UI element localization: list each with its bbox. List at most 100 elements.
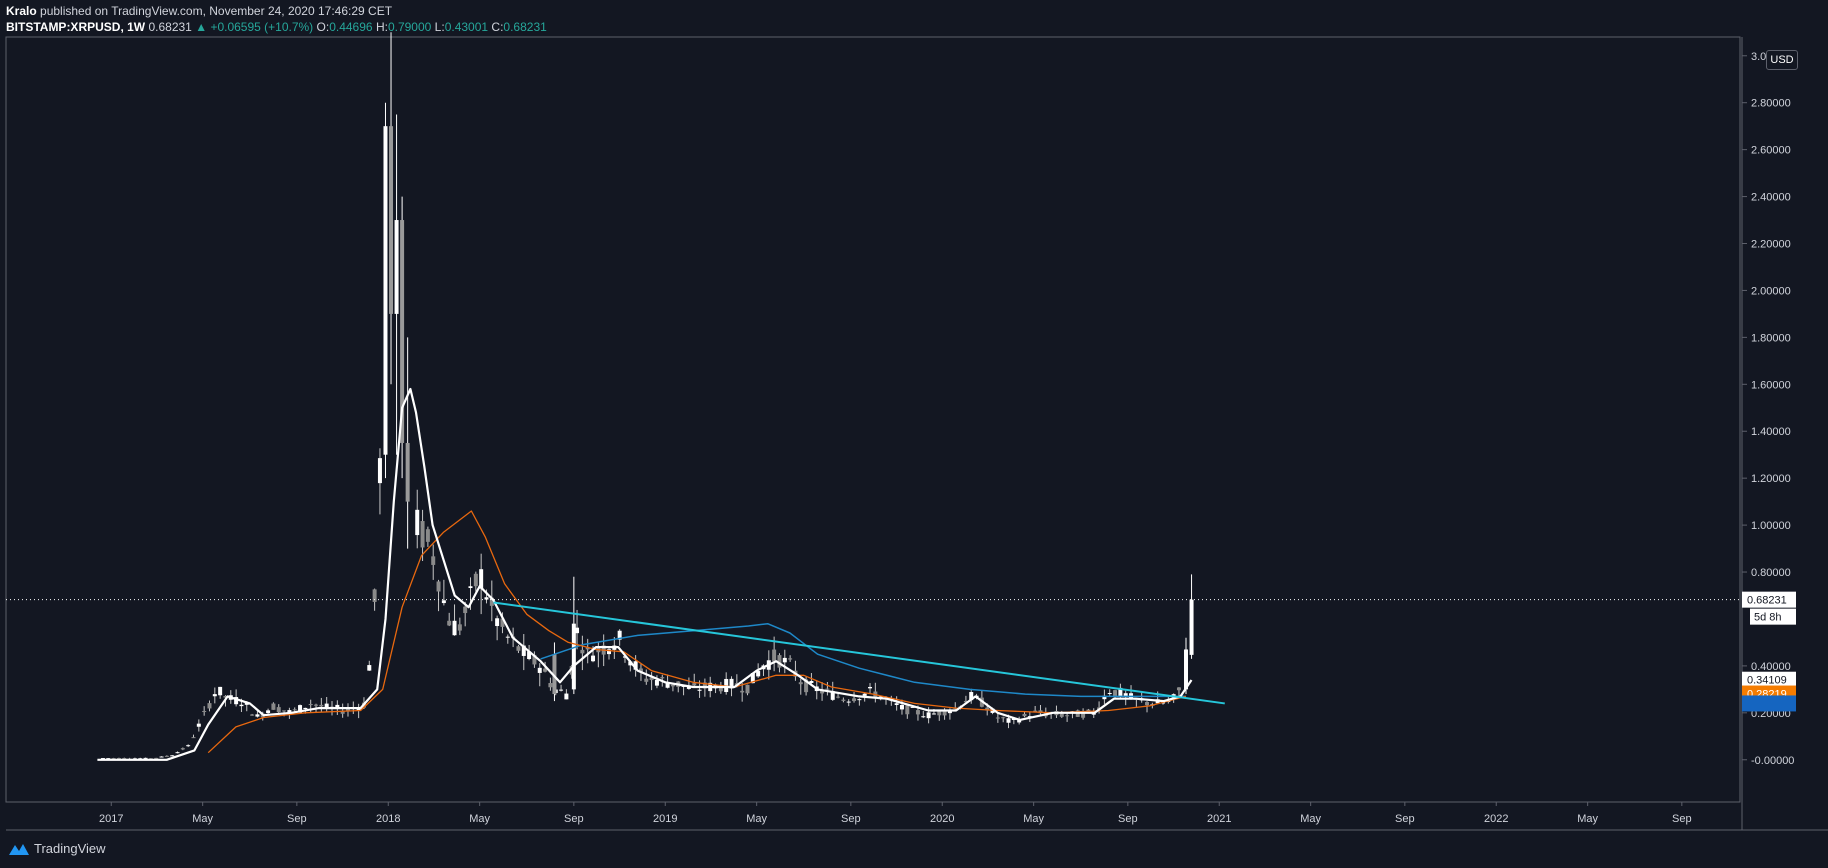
candle-body [340, 710, 345, 714]
candle-body [921, 716, 926, 718]
candle-body [383, 126, 388, 455]
candle-body [271, 703, 276, 710]
price-change: +0.06595 (+10.7%) [210, 20, 314, 34]
candle-body [303, 707, 308, 710]
y-tick-label: 1.40000 [1751, 426, 1791, 438]
x-tick-label: Sep [1672, 813, 1692, 825]
y-tick-label: 2.20000 [1751, 239, 1791, 251]
candle-body [457, 624, 462, 631]
candle-body [1102, 695, 1107, 700]
candle-body [804, 679, 809, 693]
candle-body [250, 714, 255, 716]
x-tick-label: 2022 [1484, 813, 1508, 825]
candle-body [777, 655, 782, 668]
price-label: 0.34109 [1747, 675, 1787, 687]
last-price-label: 0.68231 [1747, 595, 1787, 607]
publish-info: Kralo published on TradingView.com, Nove… [6, 4, 392, 18]
candle-body [212, 694, 217, 697]
y-tick-label: 0.80000 [1751, 567, 1791, 579]
y-tick-label: 3.0 [1751, 51, 1766, 63]
candle-body [100, 758, 105, 760]
candle-body [500, 618, 505, 627]
high-value: 0.79000 [387, 20, 432, 34]
candle-body [899, 705, 904, 710]
candle-body [324, 703, 329, 709]
candle-body [633, 661, 638, 670]
candle-body [575, 627, 580, 634]
candle-body [942, 709, 947, 716]
candle-body [239, 704, 244, 707]
candle-body [164, 755, 169, 757]
candle-body [468, 586, 473, 589]
candle-body [479, 569, 484, 589]
candle-body [394, 220, 399, 314]
candle-body [798, 682, 803, 685]
candle-body [473, 573, 478, 587]
x-tick-label: Sep [1118, 813, 1138, 825]
candle-body [266, 710, 271, 714]
candle-body [505, 636, 510, 638]
candle-body [1081, 711, 1086, 718]
candle-body [122, 758, 127, 760]
moving-average-fast-line [97, 387, 1193, 761]
candle-body [702, 682, 707, 689]
tradingview-logo[interactable]: TradingView [8, 841, 106, 856]
x-tick-label: 2017 [99, 813, 123, 825]
candle-body [591, 655, 596, 662]
candle-body [571, 623, 576, 690]
candle-body [926, 712, 931, 719]
candle-body [159, 756, 164, 758]
moving-average-mid-line [207, 510, 1187, 754]
candle-body [415, 509, 420, 536]
candle-body [1001, 717, 1006, 719]
candle-body [298, 705, 303, 713]
x-tick-label: May [1023, 813, 1044, 825]
low-label: L: [434, 20, 445, 34]
candle-body [255, 714, 260, 717]
candle-body [282, 710, 287, 712]
author-name[interactable]: Kralo [6, 4, 37, 18]
candle-body [1065, 715, 1070, 717]
candle-body [420, 521, 425, 548]
candle-body [931, 713, 936, 715]
trendline [493, 601, 1225, 705]
candle-body [202, 711, 207, 713]
candle-body [244, 702, 249, 705]
plot-frame [5, 36, 1741, 803]
candle-body [223, 695, 228, 698]
candle-body [154, 757, 159, 759]
low-value: 0.43001 [444, 20, 489, 34]
change-arrow-icon: ▲ [195, 20, 208, 34]
candle-body [825, 688, 830, 690]
candle-body [1189, 599, 1194, 655]
countdown-label-bg [1750, 608, 1796, 625]
candle-body [841, 699, 846, 701]
x-tick-label: Sep [564, 813, 584, 825]
candle-body [617, 630, 622, 640]
tradingview-logo-icon [9, 843, 29, 855]
candle-body [1184, 649, 1189, 690]
candle-body [495, 618, 500, 627]
candle-body [516, 646, 521, 651]
candle-body [745, 684, 750, 694]
currency-badge[interactable]: USD [1766, 50, 1798, 70]
candle-body [377, 458, 382, 484]
candle-body [335, 704, 340, 709]
candle-body [559, 689, 564, 691]
candle-body [937, 710, 942, 716]
symbol-name[interactable]: BITSTAMP:XRPUSD, 1W [6, 20, 146, 34]
candle-body [1033, 710, 1038, 712]
close-label: C: [491, 20, 504, 34]
candle-body [995, 717, 1000, 719]
candle-body [905, 705, 910, 715]
candle-body [234, 697, 239, 705]
publish-text: published on TradingView.com, November 2… [40, 4, 393, 18]
candle-body [436, 581, 441, 592]
candle-body [665, 682, 670, 688]
countdown-label: 5d 8h [1754, 612, 1782, 624]
candle-body [564, 693, 569, 700]
candle-body [750, 673, 755, 684]
candle-body [644, 678, 649, 682]
candle-body [1123, 693, 1128, 697]
